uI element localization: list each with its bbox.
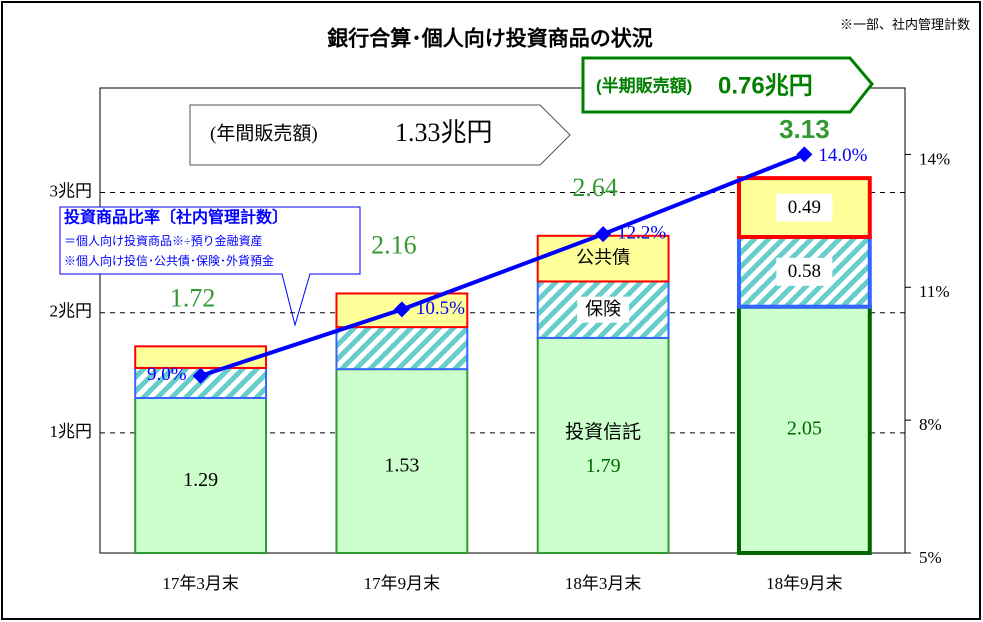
series-name: 公共債 [576,248,630,268]
half-label: (半期販売額) [596,75,692,95]
y2-tick-label: 14% [919,149,950,168]
ratio-line [199,152,806,378]
bar-segment [335,368,469,554]
ratio-callout [59,206,361,327]
ratio-note: ※個人向け投信･公共債･保険･外貨預金 [64,253,274,268]
total-label: 2.16 [371,230,417,259]
ratio-marker [393,301,410,318]
series-name: 投資信託 [565,421,641,443]
label-bg [577,296,630,323]
value-label: 0.58 [788,261,821,282]
value-label: 1.29 [183,469,218,491]
bar-segment [536,234,670,283]
chart-title: 銀行合算･個人向け投資商品の状況 [327,27,653,51]
bar-segment [736,304,872,555]
note: ※一部、社内管理計数 [840,17,970,32]
annual-callout [189,104,571,166]
x-tick-label: 18年9月末 [766,574,843,593]
y2-tick-label: 5% [919,548,942,567]
ratio-marker [595,226,612,243]
y-tick-label: 1兆円 [50,422,93,441]
value-label: 0.49 [788,197,821,218]
ratio-label: 14.0% [818,145,867,166]
ratio-label: 9.0% [147,364,187,385]
half-value: 0.76兆円 [718,72,813,99]
value-label: 1.53 [384,455,419,477]
annual-value: 1.33兆円 [395,118,493,147]
y2-tick-label: 11% [919,282,950,301]
ratio-note: ＝個人向け投資商品※÷預り金融資産 [64,233,263,248]
y-tick-label: 3兆円 [50,181,93,200]
y2-tick-label: 8% [919,415,942,434]
x-tick-label: 18年3月末 [565,574,642,593]
ratio-marker [192,367,209,384]
series-name: 保険 [585,299,621,319]
bar-segment [335,326,469,371]
ratio-title: 投資商品比率〔社内管理計数〕 [64,208,288,227]
half-callout [581,56,874,114]
ratio-label: 10.5% [416,298,465,319]
ratio-label: 12.2% [617,223,666,244]
annual-label: (年間販売額) [210,122,318,144]
value-label: 1.79 [586,455,621,477]
x-tick-label: 17年9月末 [364,574,441,593]
y-tick-label: 2兆円 [50,302,93,321]
bar-segment [134,397,268,554]
value-label: 2.05 [787,417,822,439]
total-label: 2.64 [572,173,618,202]
label-bg [776,257,833,286]
x-tick-label: 17年3月末 [162,574,239,593]
total-label: 1.72 [170,283,216,312]
ratio-marker [796,146,813,163]
label-bg [776,193,833,222]
bar-segment [536,336,670,554]
total-label: 3.13 [779,114,830,144]
